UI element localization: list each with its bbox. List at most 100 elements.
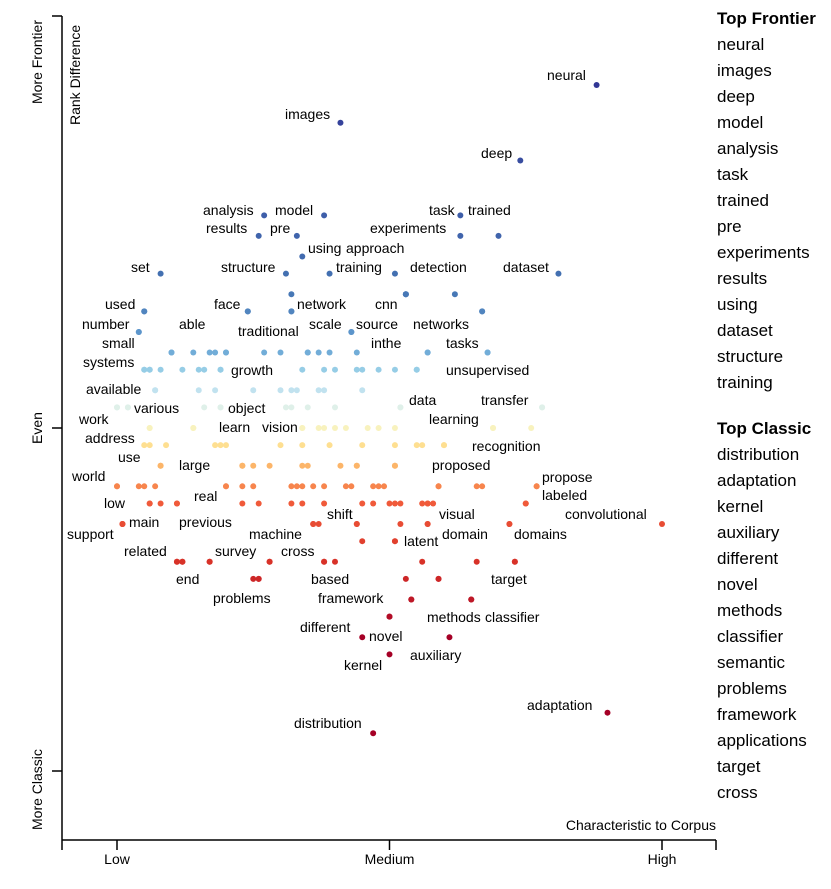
- term-point[interactable]: [288, 387, 295, 394]
- term-point-previous[interactable]: [173, 500, 180, 507]
- term-point[interactable]: [146, 442, 153, 449]
- term-point-end[interactable]: [173, 558, 180, 565]
- term-point[interactable]: [370, 500, 377, 507]
- term-point-low[interactable]: [146, 500, 153, 507]
- term-label-different[interactable]: different: [300, 619, 350, 635]
- term-point[interactable]: [332, 404, 338, 411]
- term-point[interactable]: [239, 483, 246, 490]
- term-point[interactable]: [277, 349, 284, 356]
- term-label-recognition[interactable]: recognition: [472, 438, 541, 454]
- term-point-available[interactable]: [152, 387, 159, 394]
- term-label-novel[interactable]: novel: [369, 628, 402, 644]
- top-frontier-term[interactable]: trained: [717, 191, 769, 210]
- term-point[interactable]: [250, 462, 257, 469]
- term-point-machine[interactable]: [310, 521, 317, 528]
- term-point[interactable]: [288, 291, 295, 298]
- term-point-based[interactable]: [321, 558, 328, 565]
- term-label-low[interactable]: low: [104, 495, 126, 511]
- term-point[interactable]: [413, 442, 420, 449]
- term-point[interactable]: [315, 521, 322, 528]
- term-point-auxiliary[interactable]: [446, 634, 453, 641]
- term-point-trained[interactable]: [495, 232, 502, 239]
- term-point[interactable]: [157, 366, 164, 373]
- term-point[interactable]: [250, 575, 257, 582]
- term-label-auxiliary[interactable]: auxiliary: [410, 647, 461, 663]
- term-label-face[interactable]: face: [214, 296, 241, 312]
- term-point-structure[interactable]: [282, 270, 289, 277]
- term-point[interactable]: [391, 442, 398, 449]
- term-point-analysis[interactable]: [261, 212, 268, 219]
- term-point[interactable]: [391, 366, 398, 373]
- term-point[interactable]: [419, 500, 426, 507]
- term-label-trained[interactable]: trained: [468, 202, 511, 218]
- term-point[interactable]: [332, 558, 338, 565]
- term-point-propose[interactable]: [533, 483, 540, 490]
- term-label-distribution[interactable]: distribution: [294, 715, 362, 731]
- term-point[interactable]: [381, 483, 388, 490]
- term-point[interactable]: [163, 442, 170, 449]
- term-point-dataset[interactable]: [555, 270, 562, 277]
- term-point[interactable]: [315, 387, 322, 394]
- term-label-task[interactable]: task: [429, 202, 456, 218]
- top-frontier-term[interactable]: neural: [717, 35, 765, 54]
- term-point[interactable]: [179, 366, 186, 373]
- term-label-used[interactable]: used: [105, 296, 135, 312]
- term-label-classifier[interactable]: classifier: [485, 609, 540, 625]
- term-point-target[interactable]: [511, 558, 518, 565]
- top-classic-term[interactable]: methods: [717, 601, 783, 620]
- term-point-networks[interactable]: [479, 308, 486, 315]
- term-point-object[interactable]: [217, 404, 224, 411]
- top-classic-term[interactable]: kernel: [717, 497, 764, 516]
- term-point[interactable]: [342, 483, 349, 490]
- term-point-large[interactable]: [239, 462, 246, 469]
- term-point[interactable]: [332, 425, 338, 431]
- top-classic-term[interactable]: novel: [717, 575, 758, 594]
- term-label-small[interactable]: small: [102, 335, 135, 351]
- term-label-available[interactable]: available: [86, 381, 141, 397]
- term-label-networks[interactable]: networks: [413, 316, 469, 332]
- term-label-cnn[interactable]: cnn: [375, 296, 398, 312]
- term-point-domain[interactable]: [424, 500, 431, 507]
- term-point[interactable]: [375, 366, 382, 373]
- term-point[interactable]: [375, 425, 382, 431]
- term-label-using[interactable]: using: [308, 240, 341, 256]
- term-point-using[interactable]: [299, 253, 306, 260]
- term-point[interactable]: [348, 483, 355, 490]
- term-label-convolutional[interactable]: convolutional: [565, 506, 647, 522]
- term-point-adaptation[interactable]: [604, 709, 611, 716]
- term-label-survey[interactable]: survey: [215, 543, 256, 559]
- term-point-source[interactable]: [348, 328, 355, 335]
- term-point-survey[interactable]: [206, 558, 213, 565]
- term-label-cross[interactable]: cross: [281, 543, 314, 559]
- term-label-systems[interactable]: systems: [83, 354, 134, 370]
- term-label-methods[interactable]: methods: [427, 609, 481, 625]
- top-classic-term[interactable]: target: [717, 757, 761, 776]
- term-point[interactable]: [299, 366, 306, 373]
- term-point[interactable]: [152, 483, 159, 490]
- term-label-tasks[interactable]: tasks: [446, 335, 479, 351]
- term-point-domains[interactable]: [506, 521, 513, 528]
- term-point-systems[interactable]: [146, 366, 153, 373]
- term-point[interactable]: [337, 462, 344, 469]
- term-label-real[interactable]: real: [194, 488, 217, 504]
- term-point-kernel[interactable]: [386, 651, 393, 658]
- term-point-deep[interactable]: [517, 157, 524, 164]
- term-point-use[interactable]: [157, 462, 164, 469]
- term-label-source[interactable]: source: [356, 316, 398, 332]
- term-point[interactable]: [212, 387, 219, 394]
- term-label-vision[interactable]: vision: [262, 419, 298, 435]
- term-label-pre[interactable]: pre: [270, 220, 290, 236]
- term-point-inthe[interactable]: [424, 349, 431, 356]
- top-frontier-term[interactable]: task: [717, 165, 749, 184]
- term-point-growth[interactable]: [217, 366, 224, 373]
- term-point[interactable]: [212, 442, 219, 449]
- term-point[interactable]: [288, 483, 295, 490]
- term-point-face[interactable]: [244, 308, 251, 315]
- term-point[interactable]: [326, 442, 333, 449]
- term-label-images[interactable]: images: [285, 106, 330, 122]
- term-point-address[interactable]: [146, 425, 153, 431]
- term-point[interactable]: [201, 366, 208, 373]
- term-label-based[interactable]: based: [311, 571, 349, 587]
- term-label-training[interactable]: training: [336, 259, 382, 275]
- term-point[interactable]: [250, 483, 257, 490]
